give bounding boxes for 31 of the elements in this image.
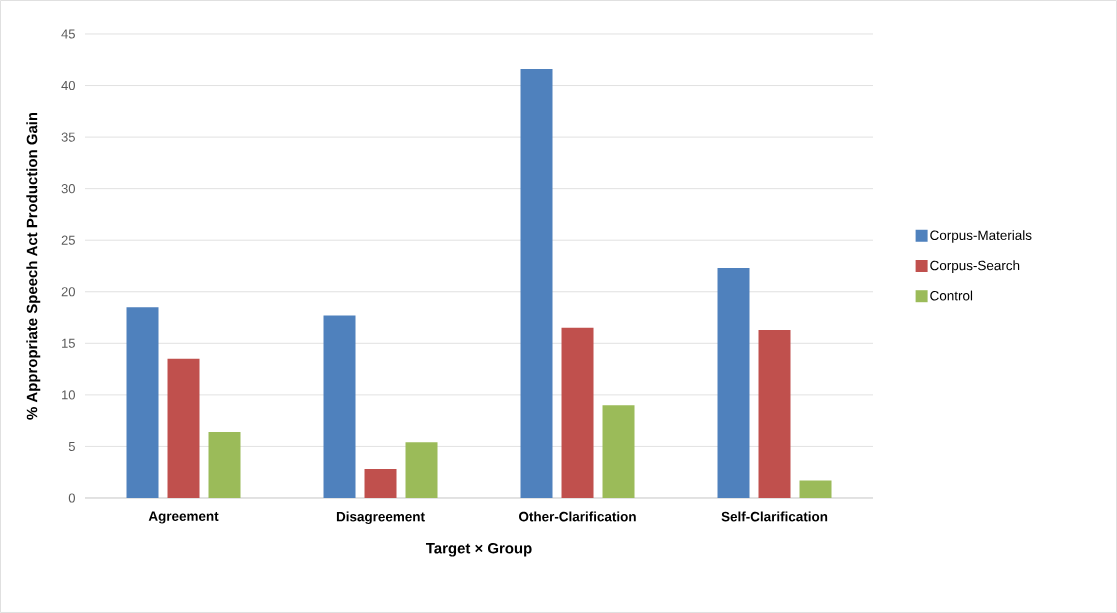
bar [405,442,438,498]
x-tick-label: Self-Clarification [721,511,828,522]
x-tick-label: Disagreement [336,511,425,525]
y-tick-label: 45 [61,29,75,39]
legend-label: Corpus-Materials [930,230,1032,243]
x-axis-title: Target × Group [425,542,532,557]
legend-label: Corpus-Search [930,260,1020,273]
y-axis-title: % Appropriate Speech Act Production Gain [26,112,41,420]
y-tick-label: 20 [61,287,75,297]
y-tick-label: 5 [68,441,75,451]
bar [364,469,397,498]
y-tick-label: 35 [61,132,75,142]
x-tick-label: Agreement [148,511,219,524]
bar [561,327,594,498]
y-tick-label: 0 [68,493,75,503]
bar [520,69,553,498]
y-tick-label: 15 [62,338,75,348]
bar [167,358,200,498]
bar [208,431,241,498]
legend-label: Control [930,290,973,301]
bar [126,307,159,498]
bar [758,329,791,498]
y-tick-label: 40 [61,80,75,91]
bar [799,480,832,498]
y-tick-label: 10 [62,390,75,400]
y-tick-label: 30 [61,184,75,194]
bar [602,405,635,498]
bar [323,315,356,498]
bar [717,268,750,498]
x-tick-label: Other-Clarification [519,511,636,522]
y-tick-label: 25 [61,235,75,245]
